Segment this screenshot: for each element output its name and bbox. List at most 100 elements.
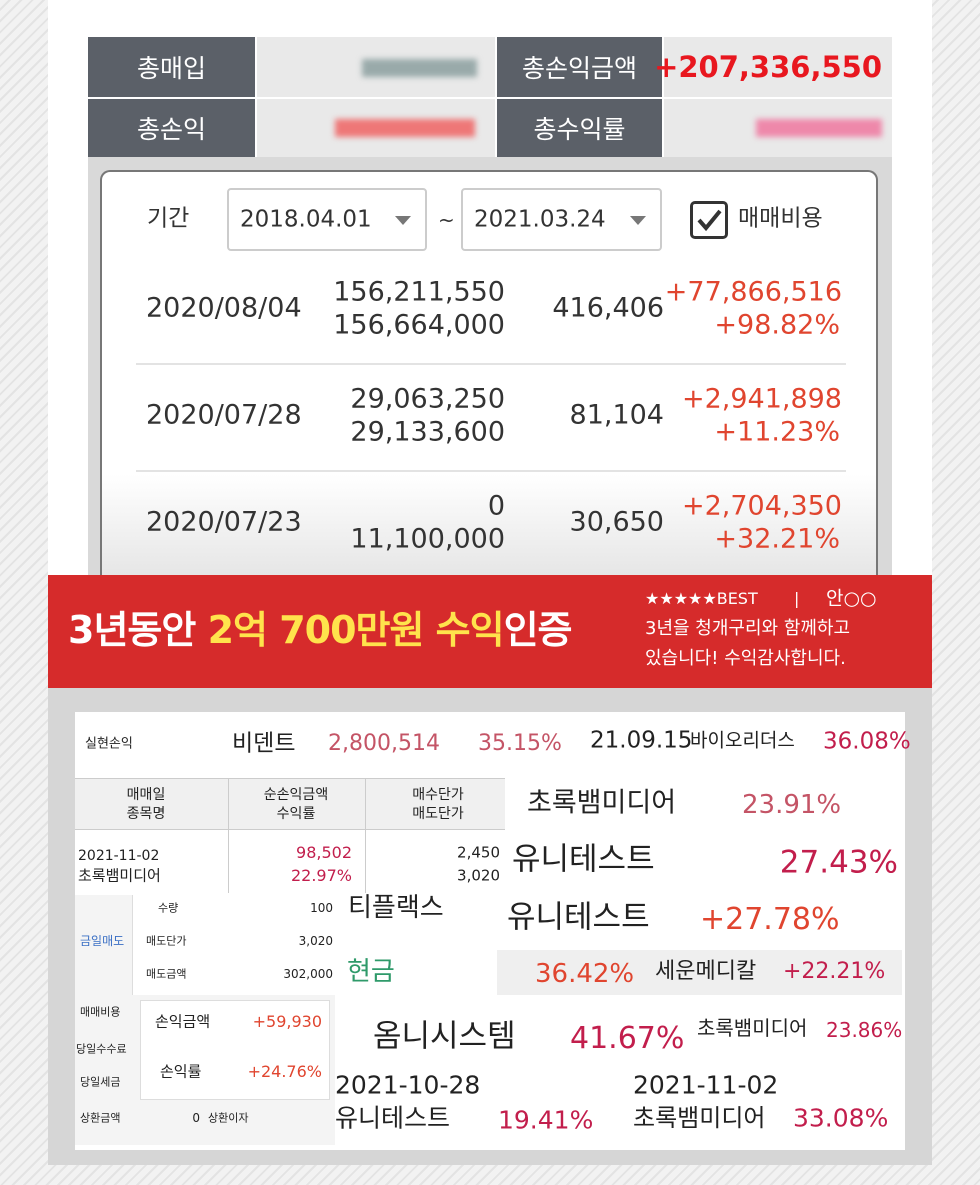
- collage-text: 23.86%: [826, 1018, 903, 1042]
- collage-text: 36.08%: [823, 728, 911, 755]
- headline-text: 3년동안: [68, 608, 208, 652]
- collage-text: +22.21%: [783, 959, 886, 984]
- pnl: +2,704,350: [681, 490, 842, 522]
- collage-text: 수량: [158, 901, 179, 915]
- label: 총매입: [88, 37, 255, 97]
- return: +11.23%: [714, 416, 840, 448]
- collage-text: +27.78%: [700, 902, 840, 937]
- fee: 416,406: [552, 292, 664, 324]
- buy-amount: 29,063,250: [350, 383, 505, 415]
- sell-amount: 29,133,600: [350, 416, 505, 448]
- end-date: 2021.03.24: [474, 206, 606, 233]
- collage-text: 상환이자: [208, 1111, 249, 1125]
- collage-text: +59,930: [252, 1012, 322, 1031]
- collage-text: 41.67%: [570, 1021, 685, 1056]
- check-icon: [697, 209, 722, 232]
- collage-text: 3,020: [298, 934, 333, 948]
- fee: 81,104: [569, 399, 664, 431]
- value: +207,336,550: [654, 37, 892, 97]
- collage-text: 당일수수료: [76, 1042, 127, 1056]
- detail-cells: [132, 895, 335, 995]
- review-badge: ★★★★★BEST: [645, 589, 758, 608]
- label: 총손익: [88, 99, 255, 157]
- headline-highlight: 2억 700만원 수익: [207, 608, 505, 652]
- buy-amount: 0: [487, 490, 505, 522]
- collage-text: 19.41%: [498, 1105, 594, 1135]
- collage-text: 비덴트: [232, 730, 296, 757]
- banner: [48, 575, 932, 688]
- pnl: +2,941,898: [681, 383, 842, 415]
- checkbox[interactable]: [690, 201, 728, 239]
- headline-text: 인증: [503, 608, 573, 652]
- review-line: 있습니다! 수익감사합니다.: [645, 648, 846, 669]
- collage-text: 유니테스트: [335, 1103, 451, 1133]
- collage-text: 2,800,514: [328, 731, 440, 756]
- collage-text: 27.43%: [779, 844, 898, 881]
- trade-date: 2020/07/23: [146, 506, 302, 538]
- divider: [365, 778, 366, 893]
- pnl: +77,866,516: [664, 276, 842, 308]
- row-divider: [136, 363, 846, 365]
- collage-text: 현금: [347, 957, 395, 987]
- collage-text: 초록뱀미디어: [78, 866, 161, 885]
- collage-text: 98,502: [296, 843, 352, 862]
- collage-text: 금일매도: [80, 934, 125, 948]
- period-label: 기간: [147, 205, 190, 232]
- label: 총수익률: [497, 99, 662, 157]
- fee: 30,650: [569, 506, 664, 538]
- collage-text: 33.08%: [793, 1103, 889, 1133]
- collage-text: 티플랙스: [348, 893, 444, 923]
- cell: [257, 37, 495, 97]
- collage-text: 2021-10-28: [335, 1070, 481, 1100]
- trade-date: 2020/07/28: [146, 399, 302, 431]
- collage-text: 유니테스트: [507, 899, 650, 936]
- sell-amount: 11,100,000: [350, 523, 505, 555]
- collage-text: 36.42%: [535, 959, 635, 989]
- date-select[interactable]: [461, 188, 662, 251]
- detail-cells: [140, 1000, 330, 1100]
- collage-text: 22.97%: [290, 866, 352, 885]
- cell-bg: [497, 950, 902, 995]
- dropdown-arrow: [630, 216, 646, 233]
- dropdown-arrow: [395, 216, 411, 233]
- table-header: [75, 778, 505, 830]
- collage-text: 매도단가: [412, 806, 464, 822]
- divider: [228, 778, 229, 893]
- collage-text: 초록뱀미디어: [697, 1016, 808, 1040]
- row-divider: [136, 470, 846, 472]
- collage-text: 302,000: [283, 967, 333, 981]
- start-date: 2018.04.01: [240, 206, 372, 233]
- collage-text: 초록뱀미디어: [527, 787, 677, 819]
- collage-text: 옴니시스템: [373, 1018, 516, 1055]
- reviewer: 안○○: [826, 587, 877, 610]
- headline: 3년동안 2억 700만원 수익인증: [68, 608, 573, 652]
- collage-text: 100: [310, 901, 333, 915]
- collage-text: +24.76%: [247, 1062, 322, 1081]
- collage-text: 손익금액: [155, 1012, 211, 1031]
- collage-text: 당일세금: [80, 1075, 121, 1089]
- collage-text: 매매비용: [80, 1005, 121, 1019]
- review-separator: |: [794, 589, 800, 608]
- collage-text: 21.09.15: [590, 727, 693, 754]
- return: +32.21%: [714, 523, 840, 555]
- collage-text: 바이오리더스: [690, 729, 795, 752]
- separator: ~: [438, 208, 455, 232]
- collage-text: 매수단가: [412, 787, 464, 803]
- return: +98.82%: [714, 309, 840, 341]
- label: 총손익금액: [497, 37, 662, 97]
- collage-text: 매도금액: [146, 967, 187, 981]
- collage-text: 손익률: [160, 1062, 202, 1081]
- collage-text: 순손익금액: [263, 787, 329, 803]
- collage-text: 23.91%: [742, 790, 842, 820]
- date-select[interactable]: [227, 188, 427, 251]
- collage-text: 매도단가: [146, 934, 187, 948]
- collage-text: 0: [192, 1111, 200, 1125]
- cell: [257, 99, 495, 157]
- collage-text: 세운메디칼: [655, 959, 757, 984]
- collage-text: 유니테스트: [512, 841, 655, 878]
- cell: [664, 99, 892, 157]
- collage-text: 초록뱀미디어: [633, 1104, 766, 1132]
- buy-amount: 156,211,550: [333, 276, 505, 308]
